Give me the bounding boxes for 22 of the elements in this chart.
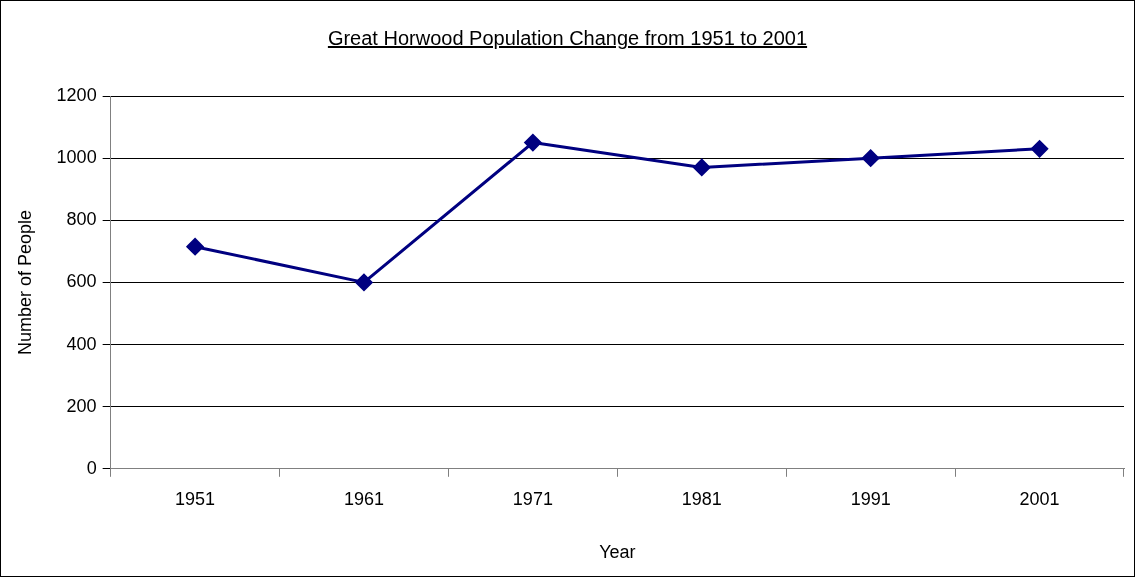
y-tick-label: 1000	[56, 147, 97, 168]
y-tick-label: 0	[86, 457, 97, 478]
point	[862, 149, 880, 167]
y-tick-label: 800	[66, 209, 97, 230]
y-axis-title: Number of People	[14, 209, 35, 355]
x-tick-label: 1951	[175, 488, 216, 509]
y-tick-label: 1200	[56, 84, 97, 105]
x-tick-label: 1991	[850, 488, 891, 509]
y-tick-label: 600	[66, 271, 97, 292]
point	[1031, 140, 1049, 158]
x-axis-title: Year	[599, 542, 636, 563]
y-tick-label: 400	[66, 333, 97, 354]
point	[355, 273, 373, 291]
point	[693, 158, 711, 176]
x-tick-label: 1971	[512, 488, 553, 509]
y-tick-label: 200	[66, 395, 97, 416]
point	[186, 238, 204, 256]
point	[524, 134, 542, 152]
chart-title: Great Horwood Population Change from 1951 to 2001	[326, 27, 809, 50]
x-tick-label: 1981	[681, 488, 722, 509]
x-tick-label: 1961	[343, 488, 385, 509]
x-tick-label: 2001	[1019, 488, 1060, 509]
